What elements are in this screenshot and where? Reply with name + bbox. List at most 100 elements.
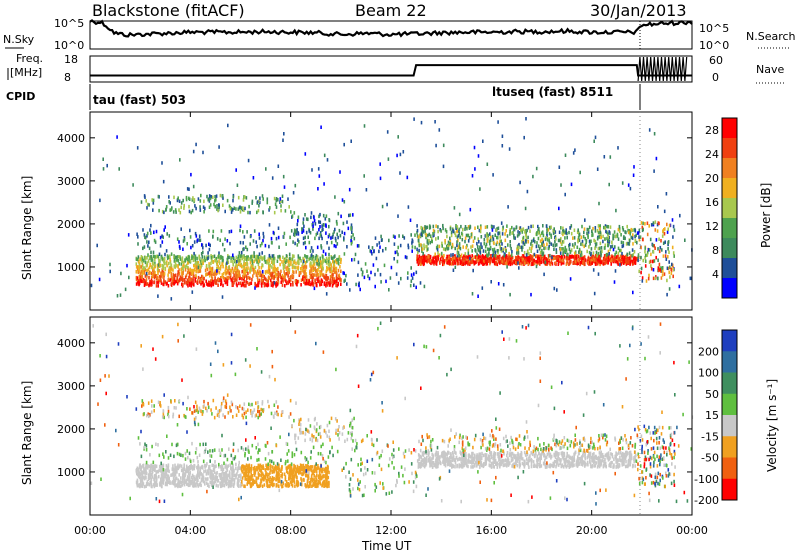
echo-point (198, 238, 200, 242)
power-scatter (90, 117, 693, 301)
echo-point (320, 244, 322, 248)
echo-point (524, 239, 527, 243)
echo-point (138, 281, 141, 285)
echo-point (304, 152, 307, 156)
echo-point (281, 277, 283, 282)
echo-point (185, 478, 188, 483)
echo-point (190, 284, 193, 288)
echo-point (264, 243, 267, 248)
echo-point (216, 475, 219, 480)
echo-point (574, 257, 577, 261)
echo-point (477, 154, 480, 158)
echo-point (363, 174, 365, 178)
echo-point (251, 265, 254, 269)
echo-point (234, 266, 236, 271)
echo-point (229, 268, 232, 273)
echo-point (350, 223, 353, 227)
echo-point (407, 271, 409, 275)
echo-point (173, 277, 176, 281)
echo-point (550, 235, 553, 239)
echo-point (435, 246, 438, 250)
echo-point (288, 252, 291, 257)
echo-point (319, 212, 321, 217)
echo-point (193, 466, 195, 471)
echo-point (444, 247, 447, 251)
echo-point (423, 258, 425, 263)
echo-point (151, 469, 154, 473)
echo-point (663, 272, 666, 276)
echo-point (185, 263, 188, 268)
echo-point (232, 256, 235, 260)
echo-point (226, 239, 229, 243)
echo-point (161, 240, 164, 244)
echo-point (465, 260, 468, 265)
echo-point (145, 484, 147, 488)
echo-point (246, 276, 248, 280)
echo-point (201, 274, 203, 279)
echo-point (449, 227, 452, 231)
echo-point (190, 466, 193, 470)
echo-point (480, 224, 482, 228)
echo-point (370, 249, 373, 254)
echo-point (328, 484, 330, 488)
nave-tick-0: 0 (712, 71, 719, 84)
echo-point (288, 263, 291, 267)
echo-point (209, 196, 212, 201)
echo-point (302, 472, 305, 476)
echo-point (422, 251, 424, 256)
echo-point (390, 265, 393, 270)
echo-point (314, 480, 316, 485)
echo-point (326, 265, 328, 270)
echo-point (474, 167, 476, 171)
echo-point (332, 282, 334, 286)
echo-point (627, 242, 629, 246)
echo-point (188, 276, 190, 280)
echo-point (276, 267, 279, 271)
echo-point (588, 257, 591, 261)
echo-point (143, 259, 145, 263)
echo-point (558, 165, 561, 169)
echo-point (597, 254, 600, 258)
echo-point (141, 473, 144, 477)
echo-point (490, 280, 492, 284)
echo-point (283, 264, 285, 268)
echo-point (216, 237, 219, 241)
echo-point (671, 263, 674, 268)
echo-point (497, 226, 500, 230)
echo-point (268, 472, 270, 477)
echo-point (567, 256, 569, 260)
echo-point (673, 254, 675, 258)
echo-point (525, 256, 528, 260)
echo-point (544, 260, 547, 265)
echo-point (288, 205, 290, 209)
echo-point (302, 221, 304, 225)
echo-point (250, 468, 253, 472)
echo-point (141, 484, 144, 488)
echo-point (240, 206, 242, 210)
echo-point (319, 280, 322, 284)
echo-point (325, 466, 327, 471)
echo-point (173, 474, 176, 478)
echo-point (659, 268, 661, 272)
echo-point (641, 225, 644, 230)
echo-point (641, 228, 644, 233)
echo-point (215, 272, 217, 276)
echo-point (300, 270, 302, 275)
echo-point (467, 248, 470, 253)
echo-point (514, 260, 517, 265)
echo-point (250, 474, 253, 479)
echo-point (224, 280, 227, 285)
echo-point (369, 249, 371, 253)
echo-point (307, 217, 309, 222)
echo-point (305, 473, 307, 478)
echo-point (306, 281, 308, 286)
echo-point (537, 231, 540, 235)
echo-point (148, 203, 150, 207)
echo-point (393, 257, 395, 261)
echo-point (310, 246, 313, 250)
echo-point (516, 251, 518, 255)
echo-point (548, 237, 550, 241)
echo-point (212, 282, 215, 287)
echo-point (227, 260, 230, 264)
echo-point (239, 484, 242, 488)
